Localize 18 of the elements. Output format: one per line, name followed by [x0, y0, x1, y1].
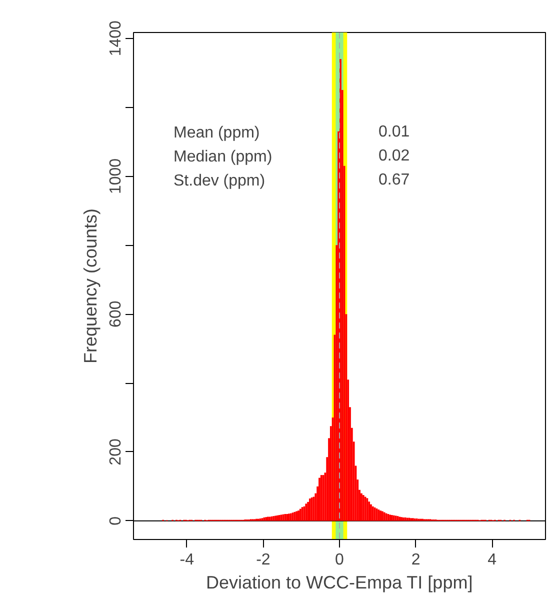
x-tick-label: -4	[180, 552, 194, 568]
y-axis-title: Frequency (counts)	[80, 208, 100, 364]
annotation: Mean (ppm)	[174, 124, 260, 142]
x-axis-title: Deviation to WCC-Empa TI [ppm]	[206, 572, 473, 592]
x-tick-label: 0	[335, 552, 344, 568]
annotation: 0.67	[378, 172, 410, 188]
y-tick-label: 600	[108, 300, 124, 328]
y-tick-label: 1400	[108, 20, 124, 56]
x-tick-label: 4	[488, 552, 497, 568]
y-tick-label: 0	[108, 516, 124, 526]
annotation: Median (ppm)	[174, 148, 272, 166]
annotation: 0.01	[378, 124, 410, 140]
y-tick-label: 200	[108, 438, 124, 466]
annotation: 0.02	[378, 148, 410, 164]
x-tick-label: -2	[256, 552, 270, 568]
annotation: St.dev (ppm)	[174, 172, 266, 190]
y-tick-label: 1000	[108, 158, 124, 194]
x-tick-label: 2	[411, 552, 420, 568]
